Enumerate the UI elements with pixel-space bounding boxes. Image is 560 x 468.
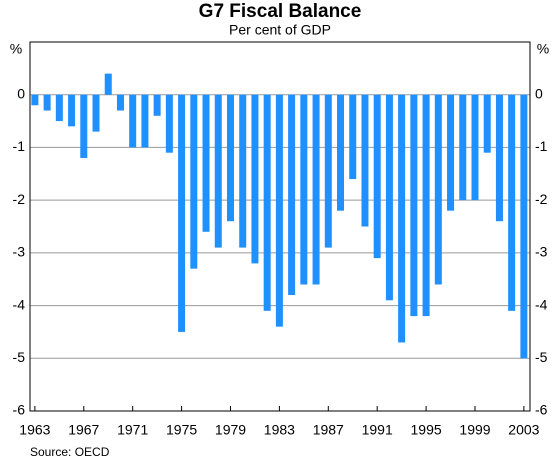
x-tick-label: 1987 — [313, 422, 344, 438]
bar — [410, 94, 418, 317]
bar — [251, 94, 259, 264]
bar — [214, 94, 222, 248]
x-tick-label: 2003 — [508, 422, 539, 438]
y-tick-label: -2 — [13, 191, 26, 207]
y2-tick-label: -4 — [535, 296, 548, 312]
x-tick-label: 1963 — [19, 422, 50, 438]
bar — [349, 94, 357, 180]
x-tick-label: 1995 — [411, 422, 442, 438]
bar — [263, 94, 271, 311]
y-tick-label: -1 — [13, 138, 26, 154]
x-tick-label: 1991 — [362, 422, 393, 438]
bar — [116, 94, 124, 111]
bar — [483, 94, 491, 153]
bar — [495, 94, 503, 222]
bar — [129, 94, 137, 148]
bar — [471, 94, 479, 201]
bar — [80, 94, 88, 158]
bar — [508, 94, 516, 311]
x-tick-label: 1975 — [166, 422, 197, 438]
bar — [373, 94, 381, 259]
bar — [288, 94, 296, 296]
bar — [68, 94, 76, 127]
bar — [92, 94, 100, 132]
y-tick-label: 0 — [17, 85, 25, 101]
bar — [31, 94, 39, 106]
bar — [300, 94, 308, 285]
y-tick-label: -3 — [13, 244, 26, 260]
bar — [153, 94, 161, 116]
y2-tick-label: -6 — [535, 402, 548, 418]
bar — [239, 94, 247, 248]
bar — [202, 94, 210, 232]
bar — [104, 73, 112, 95]
y-unit-left: % — [10, 41, 22, 57]
bar — [190, 94, 198, 269]
bar — [226, 94, 234, 222]
bar — [141, 94, 149, 148]
bar — [398, 94, 406, 343]
y2-tick-label: 0 — [535, 85, 543, 101]
x-tick-label: 1979 — [215, 422, 246, 438]
bar — [361, 94, 369, 227]
y-tick-label: -5 — [13, 349, 26, 365]
y2-tick-label: -3 — [535, 244, 548, 260]
bar — [447, 94, 455, 211]
chart-subtitle: Per cent of GDP — [229, 22, 331, 38]
bar — [385, 94, 393, 301]
bar — [165, 94, 173, 153]
bar — [275, 94, 283, 327]
y-unit-right: % — [537, 41, 549, 57]
chart-title: G7 Fiscal Balance — [199, 1, 362, 22]
bar — [178, 94, 186, 332]
y2-tick-label: -1 — [535, 138, 548, 154]
source: Source: OECD — [30, 445, 110, 459]
bar — [520, 94, 528, 359]
y-tick-label: -6 — [13, 402, 26, 418]
plot-frame — [29, 41, 531, 412]
bar — [43, 94, 51, 111]
bar — [324, 94, 332, 248]
x-tick-label: 1967 — [68, 422, 99, 438]
bar — [337, 94, 345, 211]
bar — [312, 94, 320, 285]
x-tick-label: 1983 — [264, 422, 295, 438]
x-tick-label: 1971 — [117, 422, 148, 438]
bar — [422, 94, 430, 317]
bar — [55, 94, 63, 122]
y2-tick-label: -5 — [535, 349, 548, 365]
y2-tick-label: -2 — [535, 191, 548, 207]
bar — [459, 94, 467, 201]
x-tick-label: 1999 — [459, 422, 490, 438]
bar — [434, 94, 442, 285]
y-tick-label: -4 — [13, 296, 26, 312]
